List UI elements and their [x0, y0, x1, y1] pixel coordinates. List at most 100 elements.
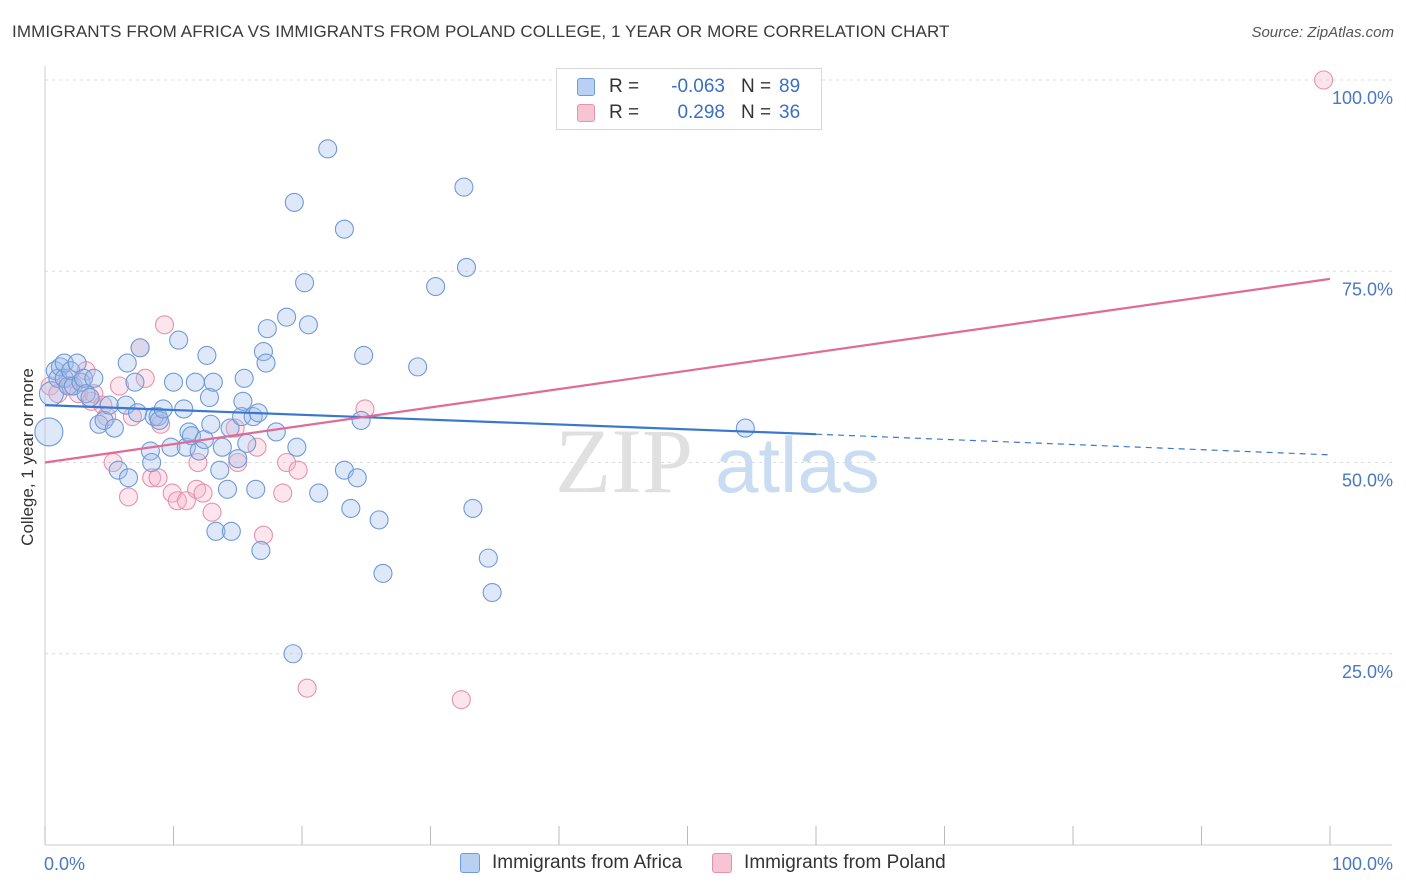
data-point [257, 319, 277, 339]
data-point [341, 498, 361, 518]
trend-line [44, 404, 817, 436]
data-point [117, 353, 137, 373]
data-point [295, 273, 315, 293]
series-africa-points [34, 139, 755, 664]
legend-item-africa[interactable]: Immigrants from Africa [460, 852, 682, 874]
data-point [408, 357, 428, 377]
data-point [426, 276, 446, 297]
legend-poland-n: 36 [779, 102, 801, 123]
poland-legend-swatch [712, 853, 733, 873]
data-point [217, 479, 238, 499]
data-point [130, 338, 150, 358]
data-point [127, 403, 148, 423]
africa-legend-swatch [460, 853, 480, 873]
data-point [369, 510, 389, 530]
data-point [237, 433, 257, 453]
data-point [89, 414, 109, 434]
x-tick-label-max: 100.0% [1332, 854, 1393, 874]
data-point [1314, 70, 1334, 90]
data-point [297, 678, 317, 698]
axes [44, 66, 1392, 846]
data-point [288, 460, 308, 480]
legend-africa-r: -0.063 [671, 76, 725, 97]
legend-poland-label: Immigrants from Poland [744, 852, 946, 873]
data-point [233, 391, 253, 411]
chart-title: IMMIGRANTS FROM AFRICA VS IMMIGRANTS FRO… [12, 22, 950, 41]
legend-n-label: N = [741, 76, 772, 97]
data-point [118, 487, 139, 507]
data-point [201, 414, 221, 434]
data-point [482, 582, 502, 603]
data-point [203, 372, 223, 392]
source-label: Source: ZipAtlas.com [1251, 24, 1394, 41]
y-tick-label: 25.0% [1342, 662, 1393, 682]
y-axis-label: College, 1 year or more [18, 368, 37, 546]
data-point [76, 384, 96, 404]
data-point [169, 330, 189, 350]
data-point [277, 452, 297, 473]
data-point [234, 368, 254, 388]
legend-africa-label: Immigrants from Africa [492, 852, 683, 873]
data-point [74, 368, 94, 388]
legend-row-africa: R = -0.063 N = 89 [577, 74, 800, 100]
data-point [373, 563, 393, 583]
data-point [246, 479, 266, 499]
data-point [161, 437, 181, 457]
data-point [193, 483, 213, 503]
y-tick-labels: 25.0% 50.0% 75.0% 100.0% [1332, 88, 1393, 682]
data-point [99, 395, 119, 415]
data-point [118, 468, 139, 488]
data-point [210, 460, 230, 480]
data-point [225, 418, 245, 438]
data-point [228, 449, 248, 469]
grid-lines [45, 79, 1392, 655]
legend-item-poland[interactable]: Immigrants from Poland [712, 852, 946, 874]
data-point [266, 422, 286, 442]
data-point [149, 410, 169, 430]
data-point [247, 437, 267, 457]
data-point [478, 548, 498, 568]
legend-africa-n: 89 [779, 76, 801, 97]
legend-n-label: N = [741, 102, 772, 123]
data-point [253, 525, 274, 545]
data-point [456, 257, 477, 277]
data-point [104, 418, 124, 438]
data-point [354, 345, 374, 365]
africa-swatch [577, 78, 595, 96]
trend-lines [44, 277, 1331, 464]
data-point [206, 521, 226, 541]
poland-swatch [577, 104, 595, 122]
y-tick-label: 100.0% [1332, 88, 1393, 108]
data-point [34, 417, 64, 447]
data-point [185, 372, 205, 392]
data-point [174, 399, 194, 419]
legend-r-label: R = [609, 76, 640, 97]
data-point [454, 177, 474, 197]
data-point [735, 418, 755, 438]
x-tick-labels: 0.0% 100.0% [44, 854, 1393, 874]
data-point [135, 368, 155, 388]
legend-row-poland: R = 0.298 N = 36 [577, 100, 800, 126]
data-point [202, 502, 222, 522]
data-point [347, 468, 367, 488]
data-point [142, 452, 162, 473]
data-point [58, 376, 78, 396]
data-point [142, 468, 162, 488]
data-point [221, 521, 241, 541]
data-point [163, 372, 184, 392]
data-point [116, 395, 136, 415]
data-point [334, 219, 354, 239]
data-point [84, 368, 104, 388]
stats-legend: R = -0.063 N = 89 R = 0.298 N = 36 [556, 68, 822, 130]
data-point [273, 483, 293, 503]
trend-line-extension [815, 433, 1331, 456]
data-point [251, 540, 271, 561]
x-tick-label-min: 0.0% [44, 854, 85, 874]
data-point [197, 345, 217, 365]
series-legend: Immigrants from Africa Immigrants from P… [460, 852, 976, 874]
y-tick-label: 50.0% [1342, 471, 1393, 491]
data-point [189, 441, 209, 461]
data-point [284, 192, 304, 212]
y-tick-label: 75.0% [1342, 279, 1393, 299]
